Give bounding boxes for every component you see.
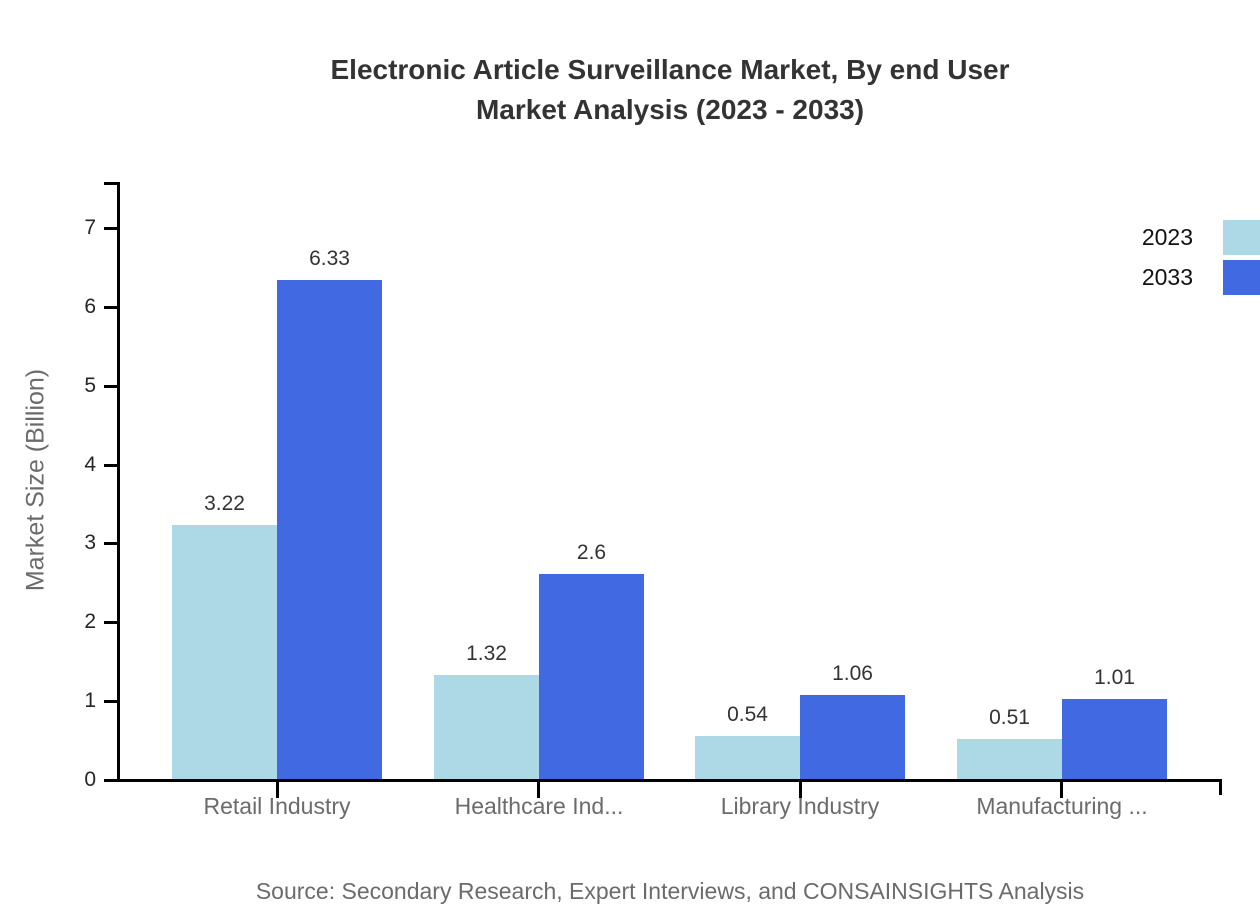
y-axis-top-cap-tick	[104, 182, 117, 185]
legend-item-2033: 2033	[1120, 260, 1260, 295]
bar-2023-healthcare-ind	[434, 675, 539, 779]
chart-title-line-2: Market Analysis (2023 - 2033)	[475, 94, 865, 125]
y-tick-label-7: 7	[84, 216, 96, 239]
bar-value-label-2033-library-industry: 1.06	[832, 662, 873, 685]
legend-swatch-2033-icon	[1223, 260, 1260, 295]
y-tick-label-5: 5	[84, 374, 96, 397]
x-category-label-library-industry: Library Industry	[720, 793, 880, 819]
bar-2023-manufacturing	[957, 739, 1062, 779]
chart-title-line-1: Electronic Article Surveillance Market, …	[330, 54, 1010, 85]
y-tick-3	[104, 542, 117, 545]
x-axis-line	[117, 779, 1222, 782]
y-tick-label-1: 1	[84, 689, 96, 712]
x-category-label-manufacturing: Manufacturing ...	[976, 793, 1148, 819]
y-tick-4	[104, 464, 117, 467]
bar-value-label-2023-manufacturing: 0.51	[989, 706, 1030, 729]
x-tick-manufacturing	[1060, 782, 1063, 798]
x-axis-right-cap-tick	[1219, 779, 1222, 795]
x-tick-retail-industry	[276, 782, 279, 798]
bar-2023-retail-industry	[172, 525, 277, 779]
bar-2033-healthcare-ind	[539, 574, 644, 779]
legend-label-2033: 2033	[1141, 264, 1193, 290]
bar-value-label-2023-library-industry: 0.54	[727, 703, 768, 726]
y-tick-1	[104, 700, 117, 703]
y-tick-2	[104, 621, 117, 624]
bar-value-label-2023-healthcare-ind: 1.32	[466, 642, 507, 665]
legend-item-2023: 2023	[1120, 220, 1260, 255]
y-tick-5	[104, 385, 117, 388]
x-category-label-healthcare-ind: Healthcare Ind...	[454, 793, 624, 819]
y-tick-0	[104, 779, 117, 782]
x-tick-healthcare-ind	[537, 782, 540, 798]
y-tick-label-6: 6	[84, 295, 96, 318]
y-axis-line	[117, 182, 120, 782]
y-tick-label-3: 3	[84, 531, 96, 554]
source-text: Source: Secondary Research, Expert Inter…	[255, 878, 1085, 904]
bar-2023-library-industry	[695, 736, 800, 779]
bar-2033-retail-industry	[277, 280, 382, 779]
y-tick-label-2: 2	[84, 610, 96, 633]
bar-value-label-2023-retail-industry: 3.22	[204, 492, 245, 515]
bar-2033-library-industry	[800, 695, 905, 779]
legend-swatch-2023-icon	[1223, 220, 1260, 255]
y-axis-label: Market Size (Billion)	[21, 368, 50, 592]
y-tick-label-0: 0	[84, 768, 96, 791]
y-tick-6	[104, 306, 117, 309]
bar-value-label-2033-manufacturing: 1.01	[1094, 666, 1135, 689]
y-tick-label-4: 4	[84, 453, 96, 476]
x-category-label-retail-industry: Retail Industry	[203, 793, 351, 819]
legend-label-2023: 2023	[1141, 224, 1193, 250]
bar-value-label-2033-healthcare-ind: 2.6	[576, 541, 607, 564]
x-tick-library-industry	[799, 782, 802, 798]
y-tick-7	[104, 227, 117, 230]
bar-2033-manufacturing	[1062, 699, 1167, 779]
bar-value-label-2033-retail-industry: 6.33	[309, 247, 350, 270]
